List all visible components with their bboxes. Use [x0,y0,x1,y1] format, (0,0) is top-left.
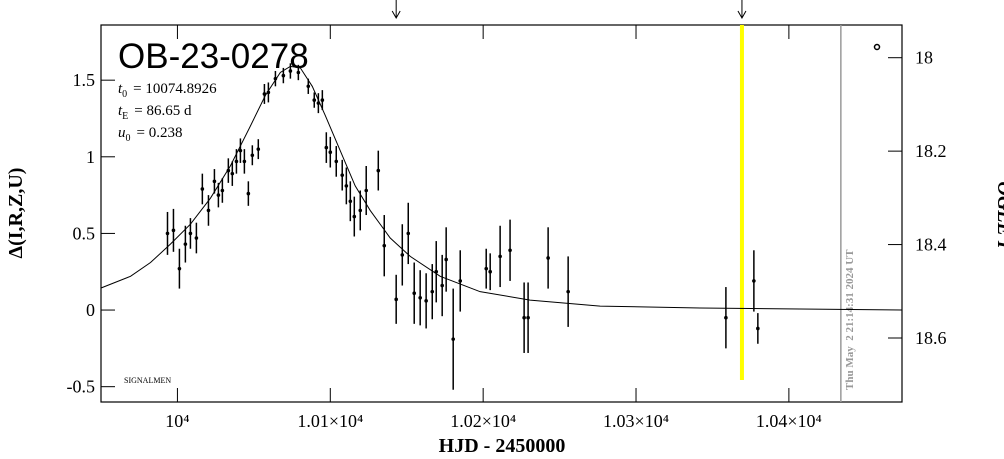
data-point [230,171,235,176]
data-point [440,283,444,288]
arrow [737,0,747,20]
data-point [306,84,311,89]
data-point [498,254,502,259]
parameter: tE = 86.65 d [118,103,192,122]
data-point [340,173,345,177]
data-point [281,73,286,78]
data-point [418,295,422,300]
param-value: = 10074.8926 [133,81,217,97]
data-point [364,188,369,193]
data-point [324,145,329,150]
data-point [238,148,243,153]
data-point [183,242,188,246]
data-point [334,159,339,164]
data-point [484,266,489,271]
x-tick-label: 1.03×10⁴ [603,411,669,431]
data-point [352,214,357,219]
x-axis-label: HJD - 2450000 [439,435,566,457]
param-value: = 0.238 [137,125,183,141]
x-tick-label: 1.04×10⁴ [756,411,822,431]
data-point [488,269,492,274]
data-point [412,291,417,295]
param-symbol: t [118,103,123,119]
y2-tick-label: 18.6 [915,328,947,348]
plot-frame [100,24,903,403]
parameter: u0 = 0.238 [118,125,182,144]
param-symbol: t [118,81,123,97]
data-point [546,256,550,260]
y-tick-label: 0 [86,300,95,320]
data-point [444,257,448,262]
data-point [406,231,411,236]
y-axis-label: Δ(I,R,Z,U) [5,168,27,259]
data-point [566,289,570,294]
data-point [756,326,760,331]
data-point [256,147,261,151]
data-point [526,315,530,320]
y-tick-label: 1.5 [73,70,96,90]
data-point [358,208,363,213]
data-point [188,231,193,236]
data-point [165,231,170,236]
param-subscript: 0 [126,133,131,144]
data-point [220,188,225,193]
data-point [376,168,381,173]
data-point [296,70,301,75]
data-point [246,191,251,196]
data-point [508,248,512,253]
y2-tick-label: 18 [915,48,933,68]
data-point [424,299,428,303]
param-value: = 86.65 d [134,103,192,119]
data-point [400,253,405,257]
data-point [328,150,333,154]
data-point [216,193,221,197]
y-tick-label: -0.5 [67,377,96,397]
data-point [206,208,211,213]
y-tick-label: 1 [86,147,95,167]
data-point [177,266,182,271]
y-tick-label: 0.5 [73,223,96,243]
param-subscript: 0 [122,89,127,100]
note: SIGNALMEN [124,376,171,385]
data-point [200,187,205,191]
x-tick-label: 1.02×10⁴ [450,411,516,431]
symbol [873,43,881,51]
model-curve [100,65,902,311]
data-point [522,315,526,320]
data-point [382,243,387,248]
data-point [320,98,325,102]
data-point [348,199,353,204]
data-point [344,184,349,188]
chart-title: OB-23-0278 [118,37,309,76]
param-subscript: E [122,111,128,122]
y2-axis-label: OGLE I [993,181,1004,249]
y2-tick-label: 18.4 [915,235,947,255]
data-point [430,289,435,294]
data-point [194,236,199,240]
timestamp: Thu May 2 21:14:31 2024 UT [844,249,856,390]
data-point [312,98,317,102]
data-point [724,315,728,320]
data-point [250,153,255,158]
data-point [451,337,455,341]
data-point [288,69,293,73]
data-point [242,159,247,164]
data-point [212,179,217,184]
data-point [234,159,239,164]
data-point [752,279,756,283]
x-tick-label: 10⁴ [165,411,189,431]
arrow [391,0,401,20]
param-symbol: u [118,125,126,141]
x-tick-label: 1.01×10⁴ [297,411,363,431]
data-point [458,279,463,283]
data-point [394,297,398,302]
data-point [171,228,176,233]
y2-tick-label: 18.2 [915,141,947,161]
parameter: t0 = 10074.8926 [118,81,217,100]
